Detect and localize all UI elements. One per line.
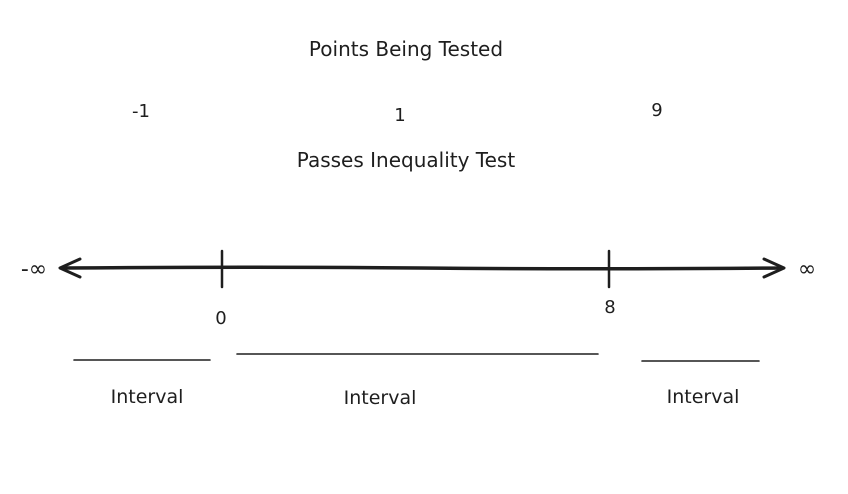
boundary-label-zero: 0 — [215, 308, 226, 329]
interval-label-right: Interval — [667, 386, 740, 408]
right-arrow-head — [762, 257, 786, 279]
negative-infinity-label: -∞ — [21, 257, 47, 282]
test-point-middle: 1 — [394, 105, 405, 126]
number-line — [58, 249, 786, 289]
interval-label-middle: Interval — [344, 387, 417, 409]
diagram-subtitle: Passes Inequality Test — [297, 148, 516, 172]
number-line-axis — [60, 265, 784, 271]
diagram-title: Points Being Tested — [309, 37, 503, 61]
test-point-left: -1 — [132, 101, 150, 122]
boundary-label-eight: 8 — [604, 297, 615, 318]
interval-label-left: Interval — [111, 386, 184, 408]
left-arrow-head — [58, 257, 82, 279]
positive-infinity-label: ∞ — [798, 257, 816, 282]
test-point-right: 9 — [651, 100, 662, 121]
